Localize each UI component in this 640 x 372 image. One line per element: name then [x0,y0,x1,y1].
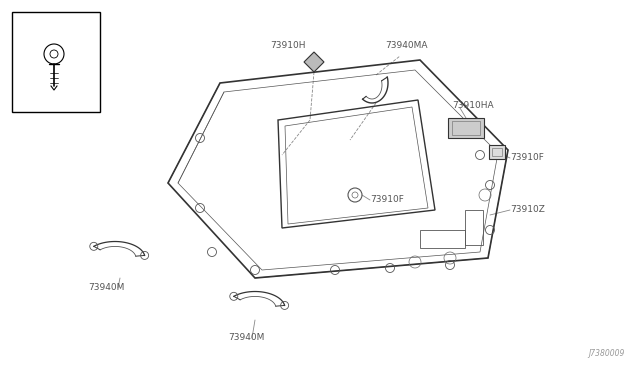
Text: 73910H: 73910H [270,42,305,51]
Bar [465,210,483,245]
Text: 73910F: 73910F [370,196,404,205]
Text: 73910Z: 73910Z [510,205,545,215]
Bar [492,148,502,156]
Polygon shape [304,52,324,72]
Bar [489,145,505,159]
Bar [12,12,100,112]
Text: 73940MA: 73940MA [385,42,428,51]
Bar [448,118,484,138]
Bar [452,121,480,135]
Text: 73918F: 73918F [39,33,73,42]
Text: 73940M: 73940M [228,334,264,343]
Text: J7380009: J7380009 [589,349,625,358]
Bar [420,230,465,248]
Text: 73910HA: 73910HA [452,102,493,110]
Text: CAP-SCR: CAP-SCR [36,22,76,31]
Text: 73910F: 73910F [510,154,544,163]
Text: 73940M: 73940M [88,283,124,292]
